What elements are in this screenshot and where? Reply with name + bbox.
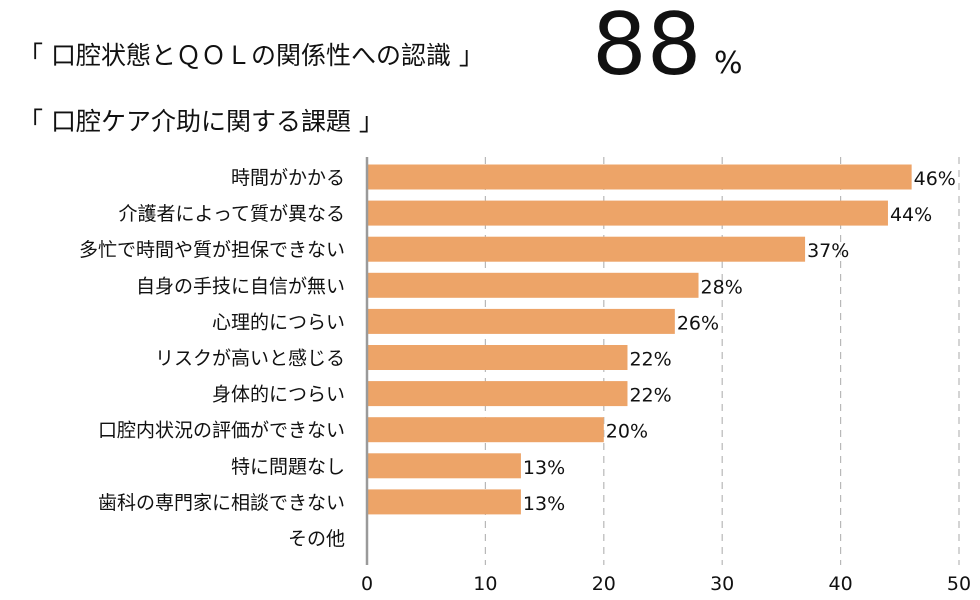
bar-0 <box>367 164 912 190</box>
category-label-7: 口腔内状況の評価ができない <box>98 420 345 442</box>
x-tick-label-40: 40 <box>829 573 853 595</box>
bar-5 <box>367 345 628 370</box>
bar-6 <box>367 381 628 407</box>
category-label-2: 多忙で時間や質が担保できない <box>79 239 345 261</box>
category-label-9: 歯科の専門家に相談できない <box>98 492 345 514</box>
value-label-5: 22% <box>629 349 671 371</box>
heading-issues-text: 「 口腔ケア介助に関する課題 」 <box>18 107 384 136</box>
bar-9 <box>367 489 521 515</box>
qol-percentage-unit: % <box>714 46 743 81</box>
chart-heading-issues: 「 口腔ケア介助に関する課題 」 <box>18 102 384 138</box>
value-label-2: 37% <box>807 240 849 262</box>
bar-2 <box>367 236 806 262</box>
category-label-10: その他 <box>288 528 345 550</box>
category-label-5: リスクが高いと感じる <box>155 348 345 370</box>
x-tick-label-20: 20 <box>592 573 616 595</box>
category-label-6: 身体的につらい <box>212 384 345 406</box>
value-label-9: 13% <box>523 493 565 515</box>
category-label-3: 自身の手技に自信が無い <box>136 275 345 297</box>
x-tick-label-30: 30 <box>710 573 734 595</box>
chart-heading-qol: 「 口腔状態とＱＯＬの関係性への認識 」 <box>18 36 484 72</box>
x-tick-label-50: 50 <box>947 573 971 595</box>
bar-7 <box>367 417 604 443</box>
value-label-7: 20% <box>606 421 648 443</box>
heading-qol-text: 「 口腔状態とＱＯＬの関係性への認識 」 <box>18 41 484 70</box>
bar-8 <box>367 453 521 479</box>
category-label-4: 心理的につらい <box>212 311 345 333</box>
qol-percentage-value: 88 <box>592 0 702 95</box>
x-tick-label-0: 0 <box>361 573 373 595</box>
x-tick-label-10: 10 <box>473 573 497 595</box>
value-label-4: 26% <box>677 312 719 334</box>
category-label-1: 介護者によって質が異なる <box>119 203 345 225</box>
category-label-0: 時間がかかる <box>231 167 345 189</box>
bar-1 <box>367 200 888 226</box>
value-label-6: 22% <box>629 385 671 407</box>
value-label-3: 28% <box>701 276 743 298</box>
category-label-8: 特に問題なし <box>231 456 345 478</box>
value-label-0: 46% <box>914 168 956 190</box>
bar-4 <box>367 308 675 334</box>
value-label-8: 13% <box>523 457 565 479</box>
value-label-1: 44% <box>890 204 932 226</box>
bar-3 <box>367 272 699 298</box>
